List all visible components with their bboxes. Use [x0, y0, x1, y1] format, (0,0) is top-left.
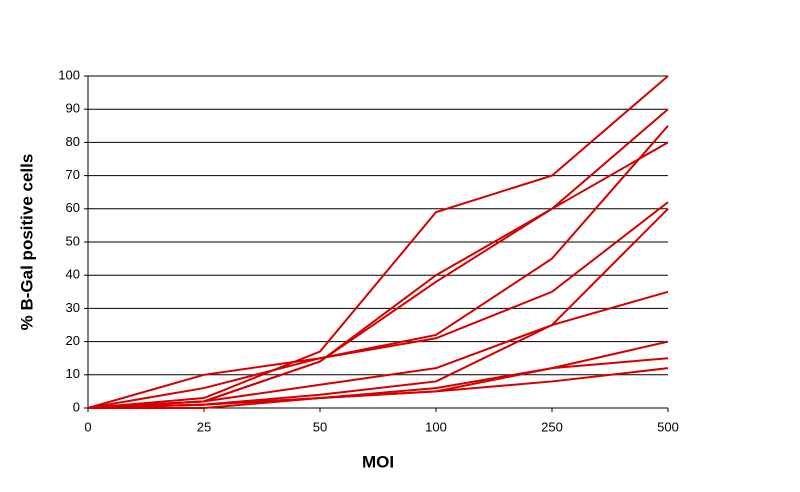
y-tick-label: 80 — [66, 134, 80, 149]
y-tick-label: 70 — [66, 167, 80, 182]
data-line — [87, 125, 669, 409]
x-axis-title: MOI — [362, 452, 394, 471]
y-tick-label: 0 — [73, 399, 80, 414]
x-tick-label: 250 — [541, 419, 563, 434]
x-tick-label: 25 — [197, 419, 211, 434]
x-tick-label: 100 — [425, 419, 447, 434]
data-line — [87, 75, 669, 409]
y-axis-title: % B-Gal positive cells — [17, 154, 36, 331]
y-tick-label: 40 — [66, 267, 80, 282]
x-tick-label: 500 — [657, 419, 679, 434]
data-line — [87, 208, 669, 409]
y-tick-label: 60 — [66, 200, 80, 215]
x-tick-label: 50 — [313, 419, 327, 434]
data-line — [87, 201, 669, 409]
data-line — [88, 367, 669, 409]
y-tick-label: 30 — [66, 300, 80, 315]
y-tick-label: 20 — [66, 333, 80, 348]
x-tick-label: 0 — [84, 419, 91, 434]
y-tick-label: 100 — [58, 67, 80, 82]
y-tick-label: 50 — [66, 233, 80, 248]
y-tick-label: 10 — [66, 366, 80, 381]
y-tick-label: 90 — [66, 101, 80, 116]
